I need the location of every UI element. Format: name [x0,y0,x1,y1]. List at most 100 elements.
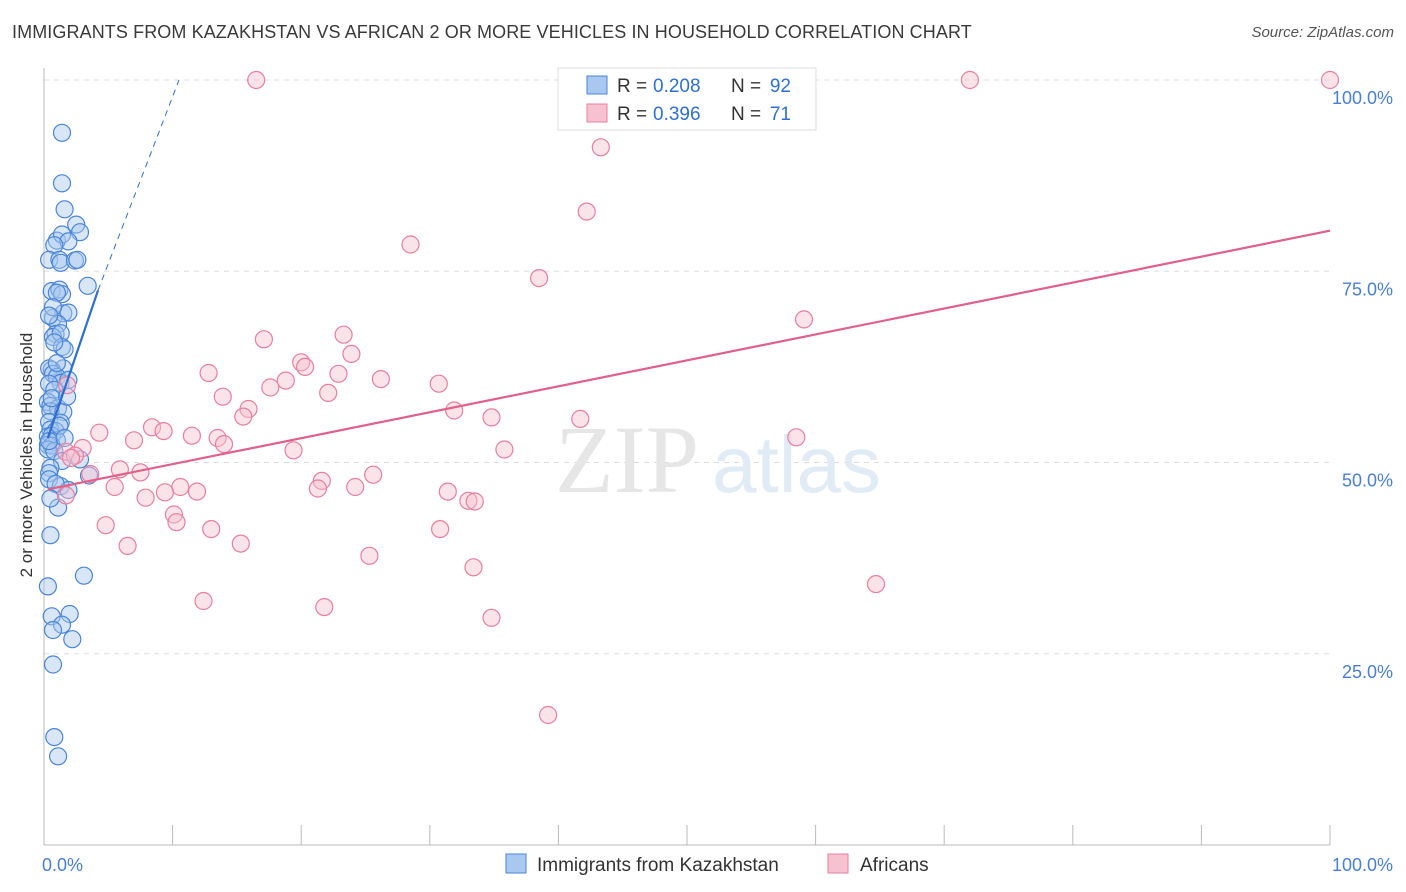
trend-line [47,229,1331,491]
data-point [371,370,390,389]
x-tick-label: 0.0% [42,855,83,875]
data-point [154,422,173,441]
data-point [50,250,69,269]
legend-swatch-pink [586,103,608,123]
legend-n-label: N = [731,104,761,125]
data-point [45,727,64,747]
data-point [401,235,420,254]
data-point [231,534,250,553]
data-point [276,371,295,390]
legend-top: R = 0.208 N = 92 R = 0.396 N = 71 [557,67,817,131]
legend-r-label: R = [617,76,647,97]
data-point [63,630,82,649]
y-tick-label: 50.0% [1342,471,1393,491]
data-point [342,344,361,363]
data-point [315,597,334,617]
watermark-atlas: atlas [712,420,881,509]
data-point [59,232,78,251]
data-point [247,70,266,90]
legend-n-value: 92 [770,76,791,97]
legend-r-value: 0.208 [653,76,701,97]
chart-title: IMMIGRANTS FROM KAZAKHSTAN VS AFRICAN 2 … [12,22,972,42]
bottom-legend-swatch-blue [505,853,527,874]
data-point [74,566,94,585]
data-point [213,387,232,406]
watermark: ZIP atlas [555,406,881,513]
data-point [90,423,109,442]
y-axis-title: 2 or more Vehicles in Household [17,333,36,578]
data-point [118,536,137,556]
data-point [43,298,63,317]
data-point [52,174,72,193]
legend-n-value: 71 [770,104,791,125]
data-point [182,426,201,445]
data-point [124,431,144,450]
data-point [78,276,97,295]
series-africans [56,70,1340,725]
data-point [47,283,67,302]
grid-lines [44,79,1330,655]
data-point [167,513,186,532]
data-point [45,333,64,352]
data-point [136,488,155,507]
data-point [171,477,190,497]
data-point [56,486,76,505]
data-point [346,477,365,497]
data-point [364,465,383,484]
data-point [787,428,806,447]
data-point [43,620,63,640]
data-point [39,464,59,483]
data-point [155,483,174,502]
data-point [334,325,353,344]
data-point [52,615,72,634]
data-point [429,374,448,393]
tick-labels: 25.0% 50.0% 75.0% 100.0% 0.0% 100.0% [42,88,1393,875]
series-kazakhstan [38,123,99,766]
data-point [55,428,74,448]
data-point [55,200,74,219]
data-point [960,70,980,90]
data-point [794,310,814,329]
series-layer [38,70,1340,766]
x-tick-label: 100.0% [1332,855,1393,875]
data-point [54,304,73,323]
data-point [39,306,59,325]
data-point [329,364,348,383]
data-point [38,577,58,596]
data-point [199,363,218,383]
legend-bottom: Immigrants from Kazakhstan Africans [505,853,929,876]
data-point [41,489,60,508]
data-point [261,378,280,397]
data-point [202,519,221,539]
legend-r-value: 0.396 [653,104,701,125]
data-point [529,269,549,288]
data-point [538,705,558,725]
data-point [105,477,124,497]
data-point [464,558,483,577]
data-point [482,408,501,427]
legend-n-label: N = [731,76,761,97]
legend-swatch-blue [586,75,608,95]
trend-layer [46,79,1331,491]
data-point [431,519,450,539]
data-point [68,250,87,269]
data-point [866,574,886,594]
data-point [482,608,501,627]
data-point [459,491,478,510]
watermark-zip: ZIP [555,406,699,513]
data-point [319,383,338,402]
trend-line-extension [97,79,180,291]
data-point [187,482,207,501]
data-point [571,409,590,428]
data-point [296,357,315,376]
data-point [445,401,464,420]
chart-source: Source: ZipAtlas.com [1251,24,1394,41]
data-point [47,354,67,373]
data-point [495,440,514,459]
y-tick-label: 25.0% [1342,662,1393,682]
y-tick-label: 100.0% [1332,88,1393,108]
data-point [577,202,596,221]
data-point [214,435,234,454]
y-tick-label: 75.0% [1342,279,1393,299]
